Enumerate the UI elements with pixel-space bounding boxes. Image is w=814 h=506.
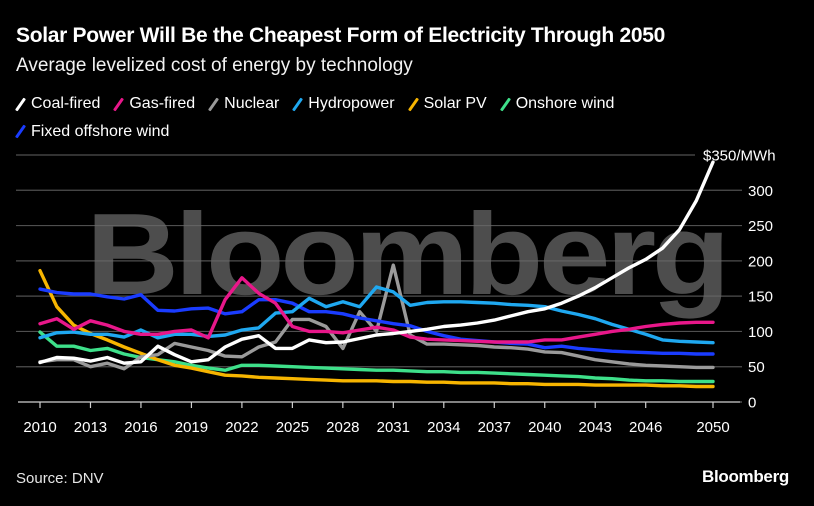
legend-item: Onshore wind	[499, 92, 615, 116]
series-line-gas-fired	[38, 276, 715, 344]
legend-label: Hydropower	[308, 95, 395, 112]
y-tick-label: $350/MWh	[703, 148, 776, 165]
y-tick-label: 250	[748, 218, 773, 235]
x-tick-label: 2022	[225, 419, 258, 436]
source-note: Source: DNV	[16, 470, 104, 487]
y-tick-label: 0	[748, 395, 756, 412]
x-tick-label: 2050	[696, 419, 729, 436]
legend-label: Nuclear	[224, 95, 280, 112]
series-line-coal-fired	[38, 160, 715, 365]
legend-item: Coal-fired	[14, 92, 101, 116]
bloomberg-logo: Bloomberg	[701, 467, 789, 486]
x-tick-label: 2043	[579, 419, 612, 436]
series-line-nuclear	[38, 263, 715, 371]
x-tick-label: 2040	[528, 419, 561, 436]
x-tick-label: 2025	[276, 419, 309, 436]
legend-label: Gas-fired	[129, 95, 196, 112]
legend-item: Nuclear	[208, 92, 280, 116]
legend: Coal-fired Gas-fired Nuclear Hydropower Sola…	[14, 92, 776, 147]
legend-label: Solar PV	[423, 95, 487, 112]
x-tick-label: 2016	[124, 419, 157, 436]
x-tick-label: 2037	[478, 419, 511, 436]
x-tick-label: 2019	[175, 419, 208, 436]
x-tick-label: 2031	[377, 419, 410, 436]
legend-item: Fixed offshore wind	[14, 120, 170, 144]
x-tick-label: 2013	[74, 419, 107, 436]
legend-item: Gas-fired	[113, 92, 196, 116]
chart-title: Solar Power Will Be the Cheapest Form of…	[16, 24, 665, 47]
x-tick-label: 2028	[326, 419, 359, 436]
series-line-fixed-offshore-wind	[38, 287, 715, 356]
legend-label: Fixed offshore wind	[31, 122, 170, 140]
legend-item: Hydropower	[292, 92, 395, 116]
series-line-solar-pv	[38, 269, 715, 389]
legend-label: Coal-fired	[31, 95, 101, 112]
legend-item: Solar PV	[407, 92, 487, 116]
x-tick-label: 2046	[629, 419, 662, 436]
x-tick-label: 2034	[427, 419, 460, 436]
y-tick-label: 150	[748, 289, 773, 306]
y-tick-label: 100	[748, 324, 773, 341]
y-tick-label: 200	[748, 253, 773, 270]
y-tick-label: 50	[748, 359, 765, 376]
chart-subtitle: Average levelized cost of energy by tech…	[16, 55, 413, 76]
legend-label: Onshore wind	[515, 95, 615, 112]
watermark-text: Bloomberg	[86, 189, 726, 319]
x-tick-label: 2010	[23, 419, 56, 436]
y-tick-label: 300	[748, 183, 773, 200]
